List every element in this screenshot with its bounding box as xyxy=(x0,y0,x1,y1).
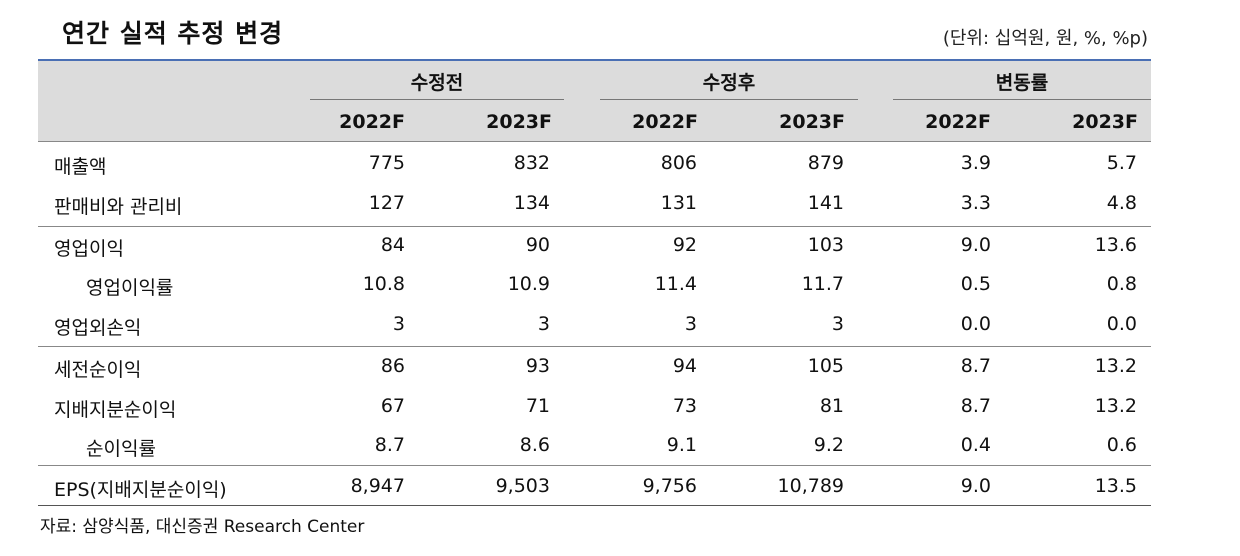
cell: 9.0 xyxy=(960,234,991,256)
table-row: EPS(지배지분순이익) 8,947 9,503 9,756 10,789 9.… xyxy=(0,471,1240,501)
cell: 103 xyxy=(807,234,844,256)
cell: 0.5 xyxy=(960,273,991,295)
table-title: 연간 실적 추정 변경 xyxy=(62,19,284,48)
year-header: 2022F xyxy=(339,111,405,133)
cell: 9.1 xyxy=(666,434,697,456)
table-row: 영업이익률 10.8 10.9 11.4 11.7 0.5 0.8 xyxy=(0,269,1240,299)
year-header: 2023F xyxy=(486,111,552,133)
group-header-after: 수정후 xyxy=(702,72,756,94)
year-header: 2023F xyxy=(1072,111,1138,133)
cell: 9.0 xyxy=(960,475,991,497)
cell: 81 xyxy=(819,395,844,417)
section-rule xyxy=(38,226,1151,227)
cell: 4.8 xyxy=(1106,192,1137,214)
cell: 141 xyxy=(807,192,844,214)
group-underline xyxy=(600,99,858,100)
cell: 879 xyxy=(807,152,844,174)
cell: 92 xyxy=(672,234,697,256)
table-row: 영업외손익 3 3 3 3 0.0 0.0 xyxy=(0,309,1240,339)
section-rule xyxy=(38,346,1151,347)
cell: 13.5 xyxy=(1094,475,1137,497)
cell: 3 xyxy=(684,313,697,335)
cell: 10,789 xyxy=(777,475,844,497)
cell: 8,947 xyxy=(350,475,405,497)
cell: 127 xyxy=(368,192,405,214)
row-label: 지배지분순이익 xyxy=(54,399,177,421)
cell: 71 xyxy=(525,395,550,417)
cell: 0.4 xyxy=(960,434,991,456)
cell: 3.3 xyxy=(960,192,991,214)
cell: 86 xyxy=(380,355,405,377)
cell: 94 xyxy=(672,355,697,377)
cell: 11.4 xyxy=(654,273,697,295)
source-note: 자료: 삼양식품, 대신증권 Research Center xyxy=(40,517,365,537)
row-label: 매출액 xyxy=(54,156,107,178)
cell: 0.6 xyxy=(1106,434,1137,456)
cell: 832 xyxy=(513,152,550,174)
row-label: 순이익률 xyxy=(86,438,156,460)
cell: 9,756 xyxy=(642,475,697,497)
group-underline xyxy=(893,99,1151,100)
row-label: 영업이익률 xyxy=(86,277,174,299)
cell: 131 xyxy=(660,192,697,214)
table-row: 순이익률 8.7 8.6 9.1 9.2 0.4 0.6 xyxy=(0,430,1240,460)
bottom-rule xyxy=(38,505,1151,506)
cell: 13.2 xyxy=(1094,395,1137,417)
cell: 3 xyxy=(392,313,405,335)
cell: 84 xyxy=(380,234,405,256)
cell: 0.0 xyxy=(1106,313,1137,335)
cell: 90 xyxy=(525,234,550,256)
cell: 134 xyxy=(513,192,550,214)
cell: 0.8 xyxy=(1106,273,1137,295)
row-label: 판매비와 관리비 xyxy=(54,196,183,218)
year-header: 2022F xyxy=(925,111,991,133)
cell: 9,503 xyxy=(495,475,550,497)
cell: 73 xyxy=(672,395,697,417)
cell: 0.0 xyxy=(960,313,991,335)
table-row: 판매비와 관리비 127 134 131 141 3.3 4.8 xyxy=(0,188,1240,218)
header-rule xyxy=(38,141,1151,142)
cell: 105 xyxy=(807,355,844,377)
cell: 5.7 xyxy=(1106,152,1137,174)
cell: 3 xyxy=(831,313,844,335)
row-label: EPS(지배지분순이익) xyxy=(54,479,227,501)
group-underline xyxy=(310,99,564,100)
section-rule xyxy=(38,465,1151,466)
row-label: 영업이익 xyxy=(54,238,124,260)
cell: 10.9 xyxy=(507,273,550,295)
cell: 13.2 xyxy=(1094,355,1137,377)
table-row: 세전순이익 86 93 94 105 8.7 13.2 xyxy=(0,351,1240,381)
year-header: 2023F xyxy=(779,111,845,133)
cell: 8.6 xyxy=(519,434,550,456)
cell: 8.7 xyxy=(960,355,991,377)
cell: 93 xyxy=(525,355,550,377)
cell: 8.7 xyxy=(374,434,405,456)
year-header: 2022F xyxy=(632,111,698,133)
cell: 806 xyxy=(660,152,697,174)
cell: 13.6 xyxy=(1094,234,1137,256)
row-label: 영업외손익 xyxy=(54,317,142,339)
unit-note: (단위: 십억원, 원, %, %p) xyxy=(942,28,1148,49)
cell: 775 xyxy=(368,152,405,174)
row-label: 세전순이익 xyxy=(54,359,142,381)
table-row: 지배지분순이익 67 71 73 81 8.7 13.2 xyxy=(0,391,1240,421)
table-row: 영업이익 84 90 92 103 9.0 13.6 xyxy=(0,230,1240,260)
cell: 8.7 xyxy=(960,395,991,417)
cell: 10.8 xyxy=(362,273,405,295)
cell: 9.2 xyxy=(813,434,844,456)
cell: 3 xyxy=(537,313,550,335)
cell: 67 xyxy=(380,395,405,417)
group-header-before: 수정전 xyxy=(410,72,464,94)
cell: 3.9 xyxy=(960,152,991,174)
top-rule xyxy=(38,59,1151,61)
table-header xyxy=(38,61,1151,141)
cell: 11.7 xyxy=(801,273,844,295)
group-header-change: 변동률 xyxy=(995,72,1049,94)
table-row: 매출액 775 832 806 879 3.9 5.7 xyxy=(0,148,1240,178)
